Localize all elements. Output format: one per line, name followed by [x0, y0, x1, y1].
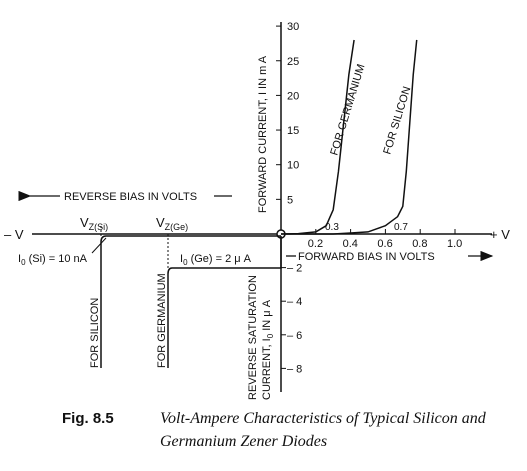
x-tick-label: 0.8 — [412, 238, 427, 250]
va-characteristics-chart: – V + V REVERSE BIAS IN VOLTS FORWARD BI… — [4, 21, 510, 400]
silicon-reverse-label: FOR SILICON — [89, 298, 101, 368]
io-ge-label: I0 (Ge) = 2 μ A — [180, 253, 252, 267]
x-axis-positive-symbol: + V — [490, 227, 510, 242]
y-tick-label: 15 — [287, 125, 299, 137]
y-reverse-tick-label: – 4 — [287, 296, 302, 308]
y-reverse-tick-label: – 8 — [287, 363, 302, 375]
figure-caption: Fig. 8.5 Volt-Ampere Characteristics of … — [0, 400, 527, 470]
x-tick-label: 0.6 — [377, 238, 392, 250]
germanium-reverse-label: FOR GERMANIUM — [156, 273, 168, 368]
io-si-pointer — [91, 237, 107, 254]
vz-ge-label: VZ(Ge) — [156, 215, 188, 232]
y-reverse-tick-label: – 2 — [287, 263, 302, 275]
forward-current-label: FORWARD CURRENT, I IN m A — [257, 55, 269, 213]
forward-bias-label: FORWARD BIAS IN VOLTS — [298, 251, 435, 263]
x-tick-label: 0.4 — [343, 238, 358, 250]
reverse-current-label-line1: REVERSE SATURATION — [247, 275, 259, 400]
io-si-label: I0 (Si) = 10 nA — [18, 253, 88, 267]
for-germanium-forward-curve — [280, 39, 355, 235]
y-tick-label: 5 — [287, 194, 293, 206]
y-tick-label: 25 — [287, 56, 299, 68]
silicon-knee-label: 0.7 — [394, 222, 408, 233]
for-silicon-forward-curve — [281, 39, 418, 235]
silicon-reverse-curve — [100, 235, 281, 368]
y-tick-label: 10 — [287, 160, 299, 172]
x-tick-label: 1.0 — [447, 238, 462, 250]
y-reverse-tick-label: – 6 — [287, 330, 302, 342]
germanium-reverse-curve — [167, 236, 282, 368]
caption-line-2: Germanium Zener Diodes — [160, 433, 328, 450]
reverse-bias-label: REVERSE BIAS IN VOLTS — [64, 191, 197, 203]
x-tick-label: 0.2 — [308, 238, 323, 250]
x-axis-negative-symbol: – V — [4, 227, 24, 242]
y-tick-label: 30 — [287, 21, 299, 33]
ticks-layer: 0.2 0.4 0.6 0.8 1.0 5 10 15 20 25 30 – 2 – 4 – 6 – 8 — [276, 21, 462, 375]
caption-line-1: Volt-Ampere Characteristics of Typical S… — [160, 410, 486, 427]
reverse-current-label-line2: CURRENT, I0 IN μ A — [261, 299, 275, 400]
vz-si-label: VZ(Si) — [80, 215, 108, 232]
germanium-knee-label: 0.3 — [325, 222, 339, 233]
reverse-characteristics — [100, 226, 282, 368]
y-tick-label: 20 — [287, 90, 299, 102]
curves-layer — [280, 39, 418, 235]
figure-number: Fig. 8.5 — [62, 410, 114, 427]
